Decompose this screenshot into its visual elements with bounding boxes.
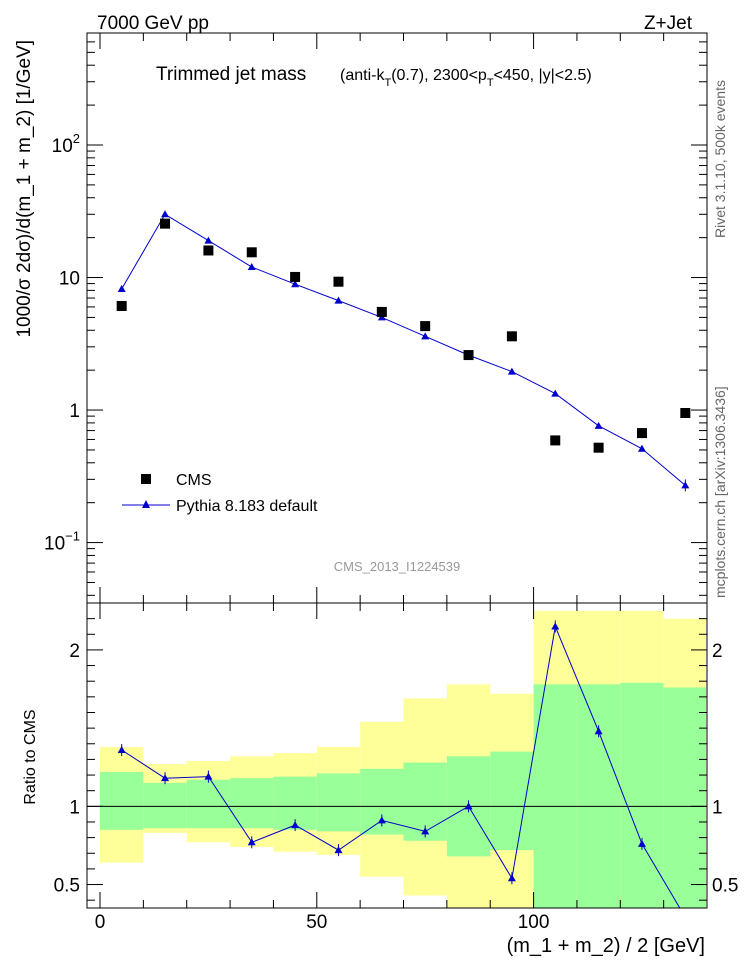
ratio-point — [247, 838, 256, 846]
pythia-point — [161, 210, 170, 218]
legend-marker-pythia — [142, 500, 150, 508]
legend: CMS Pythia 8.183 default — [122, 472, 318, 515]
ratio-point — [637, 839, 646, 847]
cms-data-point — [290, 271, 301, 282]
ratio-y-label: Ratio to CMS — [22, 709, 39, 804]
cms-data-point — [506, 331, 517, 342]
ratio-point — [161, 774, 170, 782]
ratio-plot-panel: 0.5 0.5 1 1 2 2 0 50 100 — [54, 602, 738, 933]
green-band — [316, 773, 361, 832]
pythia-point — [117, 284, 126, 292]
ratio-point — [204, 772, 213, 780]
rivet-version-label: Rivet 3.1.10, 500k events — [712, 80, 728, 238]
x-axis-label: (m_1 + m_2) / 2 [GeV] — [507, 935, 705, 957]
green-band — [663, 687, 706, 908]
cms-data-point — [246, 247, 257, 258]
ratio-point — [377, 816, 386, 824]
green-band — [490, 751, 534, 851]
cms-data-point — [550, 435, 561, 446]
chart-title: Trimmed jet mass — [156, 64, 306, 85]
header-left: 7000 GeV pp — [97, 13, 209, 34]
x-tick-label: 0 — [95, 912, 106, 933]
header-right: Z+Jet — [644, 13, 693, 34]
ratio-point — [117, 746, 126, 754]
pythia-point — [637, 444, 646, 452]
pythia-point — [421, 332, 430, 340]
green-band — [186, 779, 231, 829]
ratio-point — [291, 821, 300, 829]
ratio-point — [507, 874, 516, 882]
ratio-point — [421, 827, 430, 835]
main-data-layer — [116, 210, 691, 492]
cms-data-point — [116, 300, 127, 311]
ratio-point — [594, 727, 603, 735]
green-band — [620, 682, 664, 908]
cms-data-point — [420, 321, 431, 332]
main-axes: 10−1 1 10 102 — [44, 32, 708, 603]
green-band — [143, 782, 187, 829]
pythia-point — [594, 421, 603, 429]
y-tick-label: 10−1 — [44, 529, 80, 555]
y-tick-label: 1 — [69, 401, 80, 422]
main-plot-frame — [86, 32, 708, 604]
ratio-plot-frame — [86, 602, 708, 909]
ratio-point — [464, 802, 473, 810]
cms-data-point — [376, 306, 387, 317]
pythia-series-line — [121, 213, 686, 486]
green-band — [576, 684, 621, 908]
analysis-id: CMS_2013_I1224539 — [334, 559, 461, 574]
main-plot-panel: 10−1 1 10 102 — [44, 32, 708, 604]
chart-title-main: Trimmed jet mass — [156, 64, 306, 85]
x-tick-label: 100 — [518, 912, 550, 933]
main-y-label: 1000/σ 2dσ)/d(m_1 + m_2) [1/GeV] — [14, 40, 35, 338]
ratio-data-layer — [117, 620, 681, 909]
y-tick-label: 10 — [59, 269, 80, 290]
pythia-point — [551, 389, 560, 397]
green-band — [230, 778, 274, 829]
chart-subtitle: (anti-kT(0.7), 2300<pT<450, |y|<2.5) — [340, 67, 592, 89]
ratio-y-tick-label-right: 0.5 — [712, 876, 738, 897]
legend-label-cms: CMS — [176, 472, 212, 489]
green-band — [533, 684, 577, 908]
ratio-y-tick-label-left: 2 — [69, 641, 80, 662]
ratio-y-tick-label-right: 1 — [712, 797, 723, 818]
cms-data-point — [680, 408, 691, 419]
ratio-point — [334, 846, 343, 854]
x-tick-label: 50 — [306, 912, 327, 933]
ratio-axes: 0.5 0.5 1 1 2 2 0 50 100 — [54, 603, 738, 933]
legend-label-pythia: Pythia 8.183 default — [176, 498, 318, 515]
y-tick-label: 102 — [52, 131, 80, 157]
pythia-point — [247, 263, 256, 271]
mcplots-label: mcplots.cern.ch [arXiv:1306.3436] — [712, 386, 728, 598]
pythia-point — [507, 367, 516, 375]
pythia-point — [334, 296, 343, 304]
ratio-y-tick-label-left: 0.5 — [54, 876, 80, 897]
cms-data-point — [333, 276, 344, 287]
green-band — [100, 771, 144, 830]
legend-marker-cms — [141, 474, 151, 484]
pythia-point — [204, 236, 213, 244]
ratio-uncertainty-bands — [100, 610, 706, 908]
ratio-y-tick-label-left: 1 — [69, 797, 80, 818]
cms-data-point — [593, 442, 604, 453]
ratio-point — [551, 622, 560, 630]
cms-data-point — [463, 350, 474, 361]
cms-data-point — [636, 428, 647, 439]
cms-data-point — [160, 218, 171, 229]
ratio-y-tick-label-right: 2 — [712, 641, 723, 662]
cms-data-point — [203, 245, 214, 256]
pythia-point — [291, 280, 300, 288]
ratio-series-line — [121, 624, 681, 909]
